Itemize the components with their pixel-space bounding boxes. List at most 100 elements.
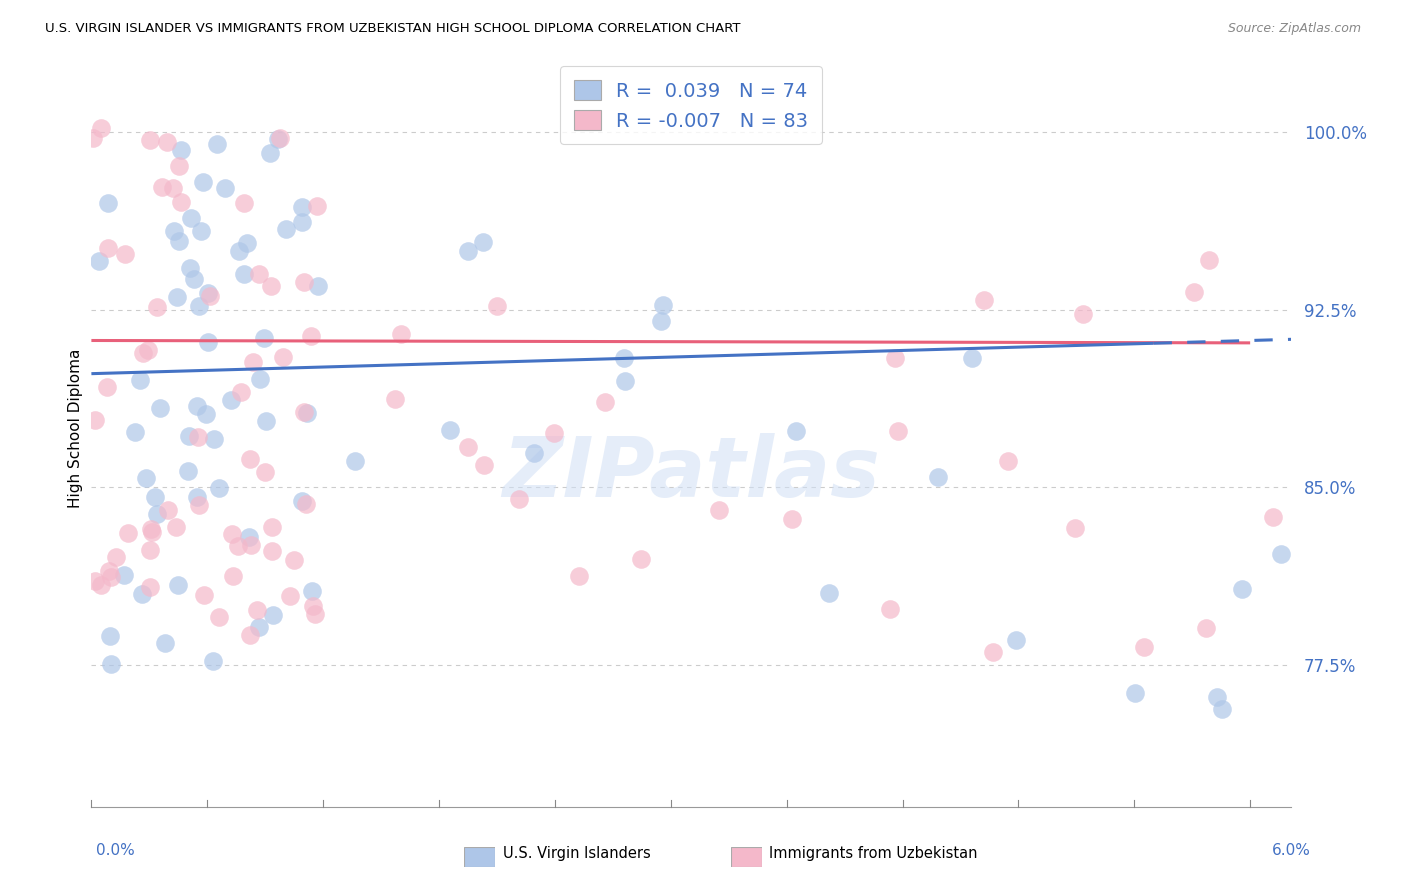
Point	[167, 578, 190, 592]
Point	[169, 195, 191, 210]
Point	[208, 610, 231, 624]
Point	[304, 607, 326, 622]
Point	[124, 425, 146, 439]
Point	[249, 372, 271, 386]
Point	[650, 313, 672, 327]
Point	[997, 454, 1019, 468]
Point	[84, 413, 107, 427]
Point	[523, 445, 546, 459]
Point	[254, 414, 277, 428]
Point	[614, 375, 637, 389]
Point	[150, 180, 173, 194]
Point	[163, 224, 186, 238]
Point	[613, 351, 636, 366]
Point	[1182, 285, 1205, 300]
Point	[707, 503, 730, 517]
Point	[228, 244, 250, 258]
Point	[180, 211, 202, 225]
Point	[148, 401, 170, 415]
Point	[84, 574, 107, 588]
Point	[129, 373, 152, 387]
Point	[90, 577, 112, 591]
Text: ZIPatlas: ZIPatlas	[502, 434, 880, 514]
Point	[927, 470, 949, 484]
Point	[156, 135, 179, 149]
Point	[543, 425, 565, 440]
Text: Immigrants from Uzbekistan: Immigrants from Uzbekistan	[769, 846, 977, 861]
Point	[97, 195, 120, 210]
Point	[226, 539, 249, 553]
Text: 0.0%: 0.0%	[96, 843, 135, 858]
Point	[195, 407, 218, 421]
Point	[344, 454, 367, 468]
Point	[197, 285, 219, 300]
Point	[139, 580, 162, 594]
Point	[630, 552, 652, 566]
Point	[1071, 307, 1094, 321]
Point	[205, 137, 228, 152]
Point	[294, 275, 316, 289]
Point	[239, 628, 262, 642]
Point	[305, 198, 328, 212]
Point	[508, 492, 530, 507]
Point	[302, 599, 325, 614]
Point	[165, 520, 187, 534]
Point	[242, 355, 264, 369]
Point	[593, 395, 616, 409]
Point	[652, 297, 675, 311]
Point	[1005, 633, 1028, 648]
Point	[139, 542, 162, 557]
Point	[146, 300, 169, 314]
Point	[457, 440, 479, 454]
Point	[260, 519, 283, 533]
Point	[100, 657, 122, 672]
Point	[262, 607, 284, 622]
Point	[190, 224, 212, 238]
Point	[291, 200, 314, 214]
Point	[973, 293, 995, 307]
Y-axis label: High School Diploma: High School Diploma	[67, 349, 83, 508]
Point	[222, 569, 245, 583]
Text: 6.0%: 6.0%	[1271, 843, 1310, 858]
Point	[247, 267, 270, 281]
Point	[141, 522, 163, 536]
Point	[191, 175, 214, 189]
Point	[186, 490, 208, 504]
Point	[135, 471, 157, 485]
Point	[132, 345, 155, 359]
Point	[208, 481, 231, 495]
Point	[138, 133, 160, 147]
Point	[202, 432, 225, 446]
Point	[177, 463, 200, 477]
Point	[785, 424, 807, 438]
Point	[307, 278, 329, 293]
Point	[233, 196, 256, 211]
Point	[1195, 621, 1218, 635]
Point	[183, 271, 205, 285]
Point	[295, 497, 318, 511]
Point	[1064, 521, 1087, 535]
Point	[177, 429, 200, 443]
Point	[1261, 510, 1284, 524]
Point	[97, 241, 120, 255]
Point	[221, 393, 243, 408]
Point	[117, 526, 139, 541]
Point	[200, 289, 222, 303]
Point	[568, 569, 591, 583]
Point	[384, 392, 406, 406]
Point	[170, 143, 193, 157]
Point	[1270, 547, 1292, 561]
Point	[247, 620, 270, 634]
Point	[155, 636, 177, 650]
Point	[229, 384, 252, 399]
Legend: R =  0.039   N = 74, R = -0.007   N = 83: R = 0.039 N = 74, R = -0.007 N = 83	[560, 66, 823, 145]
Point	[214, 181, 236, 195]
Point	[112, 568, 135, 582]
Point	[167, 234, 190, 248]
Point	[472, 235, 495, 249]
Point	[186, 399, 208, 413]
Point	[96, 380, 118, 394]
Point	[87, 253, 110, 268]
Point	[883, 351, 905, 366]
Point	[236, 235, 259, 250]
